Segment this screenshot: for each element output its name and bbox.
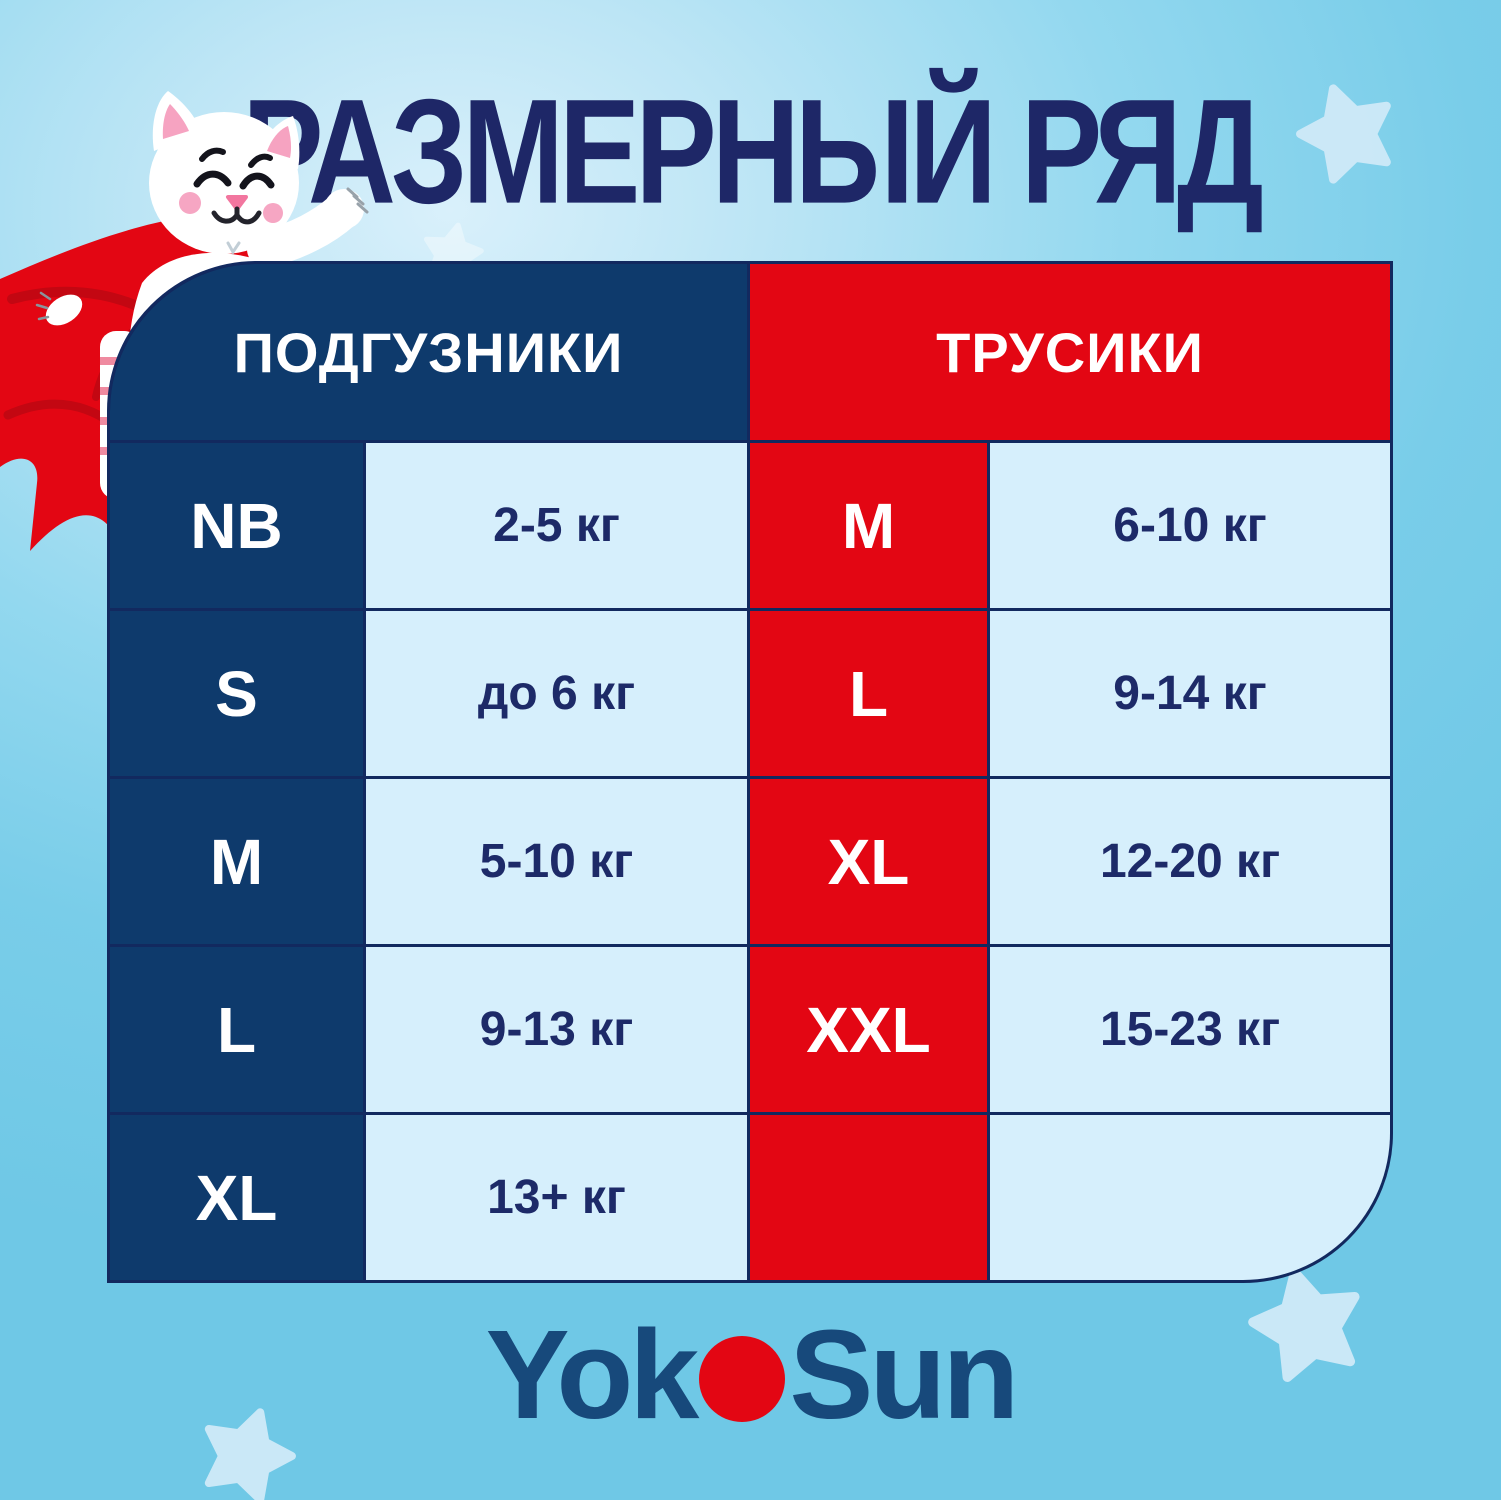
diapers-size-cell: XL [110,1115,363,1280]
pants-size-cell: XXL [750,947,987,1112]
star-icon [204,1408,296,1500]
diapers-header: ПОДГУЗНИКИ [110,264,747,440]
cat-left-paw [35,291,83,326]
diapers-size-cell: L [110,947,363,1112]
cat-right-arm [247,187,369,268]
diapers-size-cell: NB [110,443,363,608]
star-icon [1296,84,1391,184]
page-title: РАЗМЕРНЫЙ РЯД [242,68,1264,235]
diapers-weight-cell: до 6 кг [366,611,747,776]
star-icon [1248,1267,1360,1382]
pants-weight-cell: 15-23 кг [990,947,1390,1112]
diapers-weight-cell: 9-13 кг [366,947,747,1112]
pants-weight-cell: 9-14 кг [990,611,1390,776]
cat-face [179,147,283,255]
diapers-weight-cell: 2-5 кг [366,443,747,608]
logo-dot-icon [699,1336,786,1422]
pants-size-cell: M [750,443,987,608]
pants-size-cell: L [750,611,987,776]
yokosun-logo: Yok Sun [0,1302,1501,1447]
diapers-weight-cell: 13+ кг [366,1115,747,1280]
pants-size-cell [750,1115,987,1280]
pants-header: ТРУСИКИ [750,264,1390,440]
logo-text-sun: Sun [789,1304,1019,1445]
pants-weight-cell: 12-20 кг [990,779,1390,944]
pants-weight-cell: 6-10 кг [990,443,1390,608]
diapers-weight-cell: 5-10 кг [366,779,747,944]
pants-size-cell: XL [750,779,987,944]
logo-text-yok: Yok [485,1304,700,1445]
pants-weight-cell [990,1115,1390,1280]
diapers-size-cell: S [110,611,363,776]
size-table: ПОДГУЗНИКИ ТРУСИКИ NB 2-5 кг M 6-10 кг S… [107,261,1393,1283]
diapers-size-cell: M [110,779,363,944]
